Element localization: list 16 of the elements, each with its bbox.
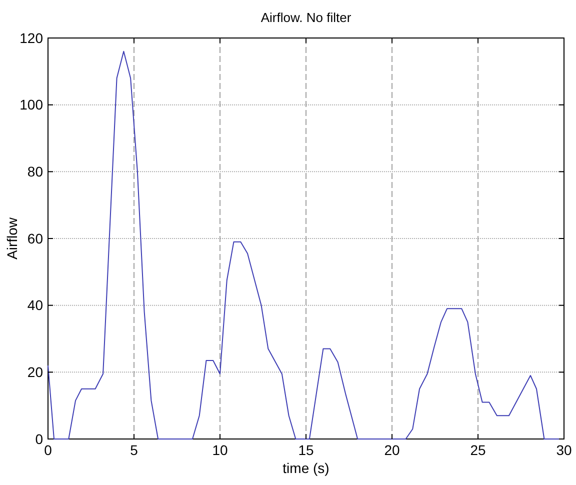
- y-tick-label: 80: [27, 164, 44, 180]
- x-tick-label: 15: [298, 442, 314, 458]
- y-tick-label: 60: [27, 230, 44, 246]
- y-tick-label: 100: [20, 96, 44, 113]
- x-tick-label: 5: [130, 442, 138, 458]
- x-tick-label: 30: [556, 442, 572, 458]
- x-axis-title: time (s): [282, 460, 330, 476]
- x-tick-label: 10: [212, 442, 228, 458]
- y-tick-label: 120: [20, 30, 44, 46]
- x-tick-label: 20: [384, 442, 400, 458]
- y-axis-title: Airflow: [4, 216, 20, 260]
- x-tick-label: 25: [470, 442, 486, 458]
- y-tick-label: 20: [27, 364, 44, 380]
- y-tick-label: 0: [35, 430, 44, 447]
- chart-title: Airflow. No filter: [260, 10, 352, 25]
- y-tick-label: 40: [27, 297, 44, 314]
